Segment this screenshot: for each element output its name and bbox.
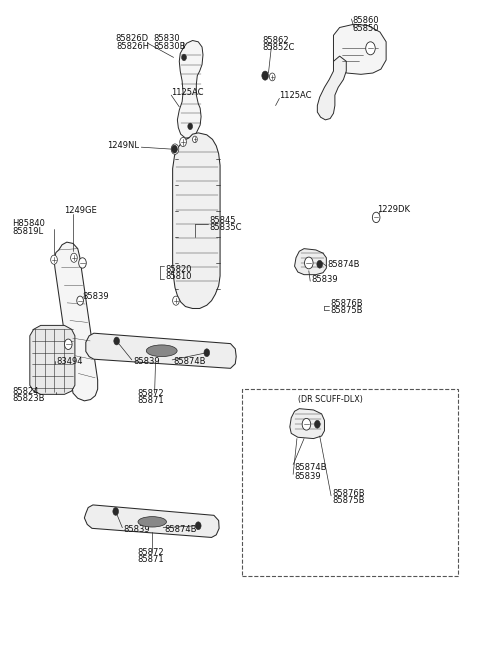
Circle shape [113,508,119,516]
Circle shape [195,522,201,529]
Text: 85826H: 85826H [116,42,149,51]
Ellipse shape [138,517,167,527]
Text: 85823B: 85823B [12,394,45,403]
Polygon shape [54,242,97,401]
Polygon shape [295,249,326,275]
Text: 85852C: 85852C [263,43,295,52]
Circle shape [192,136,197,142]
Text: 85839: 85839 [311,275,338,283]
Text: 85845: 85845 [209,216,236,225]
Text: 85875B: 85875B [332,496,364,505]
Circle shape [317,260,323,268]
Circle shape [71,253,77,262]
Text: 1249GE: 1249GE [64,207,97,215]
Circle shape [79,258,86,268]
Text: 1229DK: 1229DK [378,205,410,214]
Text: (DR SCUFF-DLX): (DR SCUFF-DLX) [298,395,363,404]
Text: 85830: 85830 [154,34,180,43]
Circle shape [302,419,311,430]
Text: 85830B: 85830B [154,42,186,51]
Circle shape [366,42,375,55]
Text: 85824: 85824 [12,387,39,396]
Text: 85850: 85850 [352,24,378,33]
Text: 85871: 85871 [137,396,164,405]
Text: 85876B: 85876B [330,298,363,308]
Polygon shape [84,505,219,537]
Circle shape [372,213,380,222]
Polygon shape [290,409,324,439]
Circle shape [180,137,186,146]
Text: 85872: 85872 [137,548,164,557]
Text: 85876B: 85876B [332,489,365,498]
Text: 85874B: 85874B [328,260,360,269]
Text: 85839: 85839 [294,472,321,481]
Polygon shape [178,41,203,138]
Circle shape [51,255,57,264]
Circle shape [204,349,210,357]
Text: 85839: 85839 [83,293,109,301]
Text: 85874B: 85874B [174,358,206,366]
Text: 85874B: 85874B [294,462,326,472]
Ellipse shape [146,345,177,357]
Text: 85874B: 85874B [164,525,197,534]
Circle shape [64,339,72,350]
Text: 85862: 85862 [263,36,289,45]
Text: H85840: H85840 [12,219,45,228]
Circle shape [188,123,192,130]
Text: 85810: 85810 [165,272,192,281]
Text: 85820: 85820 [165,265,192,274]
Text: 85875B: 85875B [330,306,363,315]
Polygon shape [334,24,386,74]
Circle shape [304,257,313,269]
Circle shape [114,337,120,345]
Text: 85872: 85872 [137,388,164,398]
Circle shape [262,71,268,80]
Text: 85826D: 85826D [116,34,149,43]
Text: 1249NL: 1249NL [108,142,139,150]
Circle shape [269,73,275,81]
Circle shape [181,54,186,60]
Text: 85839: 85839 [133,358,160,366]
Polygon shape [173,133,220,308]
Circle shape [314,420,320,428]
Circle shape [77,296,84,305]
Circle shape [173,296,179,305]
Text: 85860: 85860 [352,16,379,26]
Text: 1125AC: 1125AC [279,91,312,100]
Text: 85871: 85871 [137,555,164,564]
Text: 85839: 85839 [124,525,150,534]
Circle shape [171,144,179,154]
Text: 85835C: 85835C [209,223,241,232]
Polygon shape [86,333,236,368]
Polygon shape [317,56,346,120]
Text: 83494: 83494 [56,358,83,366]
Text: 1125AC: 1125AC [171,88,204,97]
Circle shape [172,145,178,153]
Text: 85819L: 85819L [12,227,43,236]
Polygon shape [30,325,75,394]
